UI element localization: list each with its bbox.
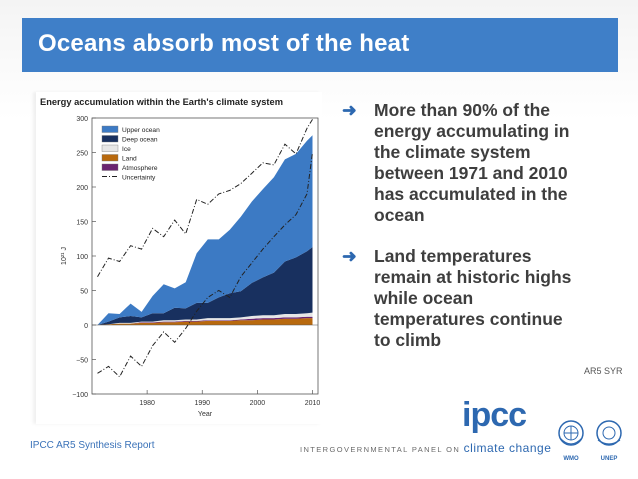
legend-label-deep-ocean: Deep ocean xyxy=(122,137,158,144)
legend-swatch-ice xyxy=(101,144,119,152)
footer-panel-prefix: INTERGOVERNMENTAL PANEL ON xyxy=(300,445,461,454)
y-axis-label: 10²¹ J xyxy=(61,247,68,265)
area-upper-ocean xyxy=(97,135,313,325)
chart-container: Energy accumulation within the Earth's c… xyxy=(36,92,322,424)
wmo-emblem-icon xyxy=(558,420,584,446)
unep-logo: UNEP xyxy=(592,418,626,462)
arrow-bullet-icon: ➜ xyxy=(342,100,357,120)
legend-label-uncertainty: Uncertainty xyxy=(122,175,156,182)
footer-panel-suffix: climate change xyxy=(463,441,552,455)
bullet-ocean-heat: ➜ More than 90% of the energy accumulati… xyxy=(342,100,582,226)
y-tick-label: 100 xyxy=(76,254,88,261)
chart-title-strip xyxy=(36,92,322,110)
y-tick-label: 300 xyxy=(76,116,88,123)
area-deep-ocean xyxy=(97,247,313,325)
uncertainty-upper-line xyxy=(97,119,313,277)
arrow-bullet-icon: ➜ xyxy=(342,246,357,266)
wmo-label: WMO xyxy=(563,456,579,462)
y-tick-label: 50 xyxy=(80,289,88,296)
ipcc-logo: ipcc xyxy=(462,396,542,442)
energy-accumulation-chart: Energy accumulation within the Earth's c… xyxy=(36,92,322,418)
bullet-land-temperatures: ➜ Land temperatures remain at historic h… xyxy=(342,246,582,351)
area-atmosphere xyxy=(97,316,313,325)
bullet-text: More than 90% of the energy accumulating… xyxy=(374,100,570,225)
x-tick-label: 1980 xyxy=(139,400,155,407)
legend-label-land: Land xyxy=(122,156,137,163)
chart-title: Energy accumulation within the Earth's c… xyxy=(40,97,283,107)
y-tick-label: 250 xyxy=(76,151,88,158)
x-tick-label: 1990 xyxy=(194,400,210,407)
unep-emblem-icon xyxy=(596,420,622,446)
x-tick-label: 2010 xyxy=(305,400,321,407)
legend-swatch-land xyxy=(101,154,119,162)
x-tick-label: 2000 xyxy=(250,400,266,407)
legend-swatch-deep-ocean xyxy=(101,135,119,143)
footer-panel-name: INTERGOVERNMENTAL PANEL ON climate chang… xyxy=(300,441,551,455)
y-tick-label: −100 xyxy=(72,392,88,399)
wmo-logo: WMO xyxy=(556,418,586,462)
ipcc-logo-text: ipcc xyxy=(462,396,527,434)
y-tick-label: 0 xyxy=(84,323,88,330)
area-land xyxy=(97,318,313,325)
legend-label-atmosphere: Atmosphere xyxy=(122,165,158,172)
bullet-list: ➜ More than 90% of the energy accumulati… xyxy=(342,100,582,371)
legend-swatch-upper-ocean xyxy=(101,125,119,133)
footer-report-title: IPCC AR5 Synthesis Report xyxy=(30,440,155,451)
legend-swatch-atmosphere xyxy=(101,163,119,171)
unep-label: UNEP xyxy=(600,456,618,462)
legend-label-ice: Ice xyxy=(122,146,131,153)
bullet-text: Land temperatures remain at historic hig… xyxy=(374,246,572,350)
slide-title: Oceans absorb most of the heat xyxy=(38,30,410,57)
uncertainty-lower-line xyxy=(97,152,313,378)
y-tick-label: 150 xyxy=(76,220,88,227)
legend-label-upper-ocean: Upper ocean xyxy=(122,127,160,134)
source-label: AR5 SYR xyxy=(584,366,623,376)
title-bar xyxy=(22,18,618,72)
y-tick-label: −50 xyxy=(76,358,88,365)
y-tick-label: 200 xyxy=(76,185,88,192)
area-ice xyxy=(97,312,313,325)
x-axis-label: Year xyxy=(198,411,213,418)
